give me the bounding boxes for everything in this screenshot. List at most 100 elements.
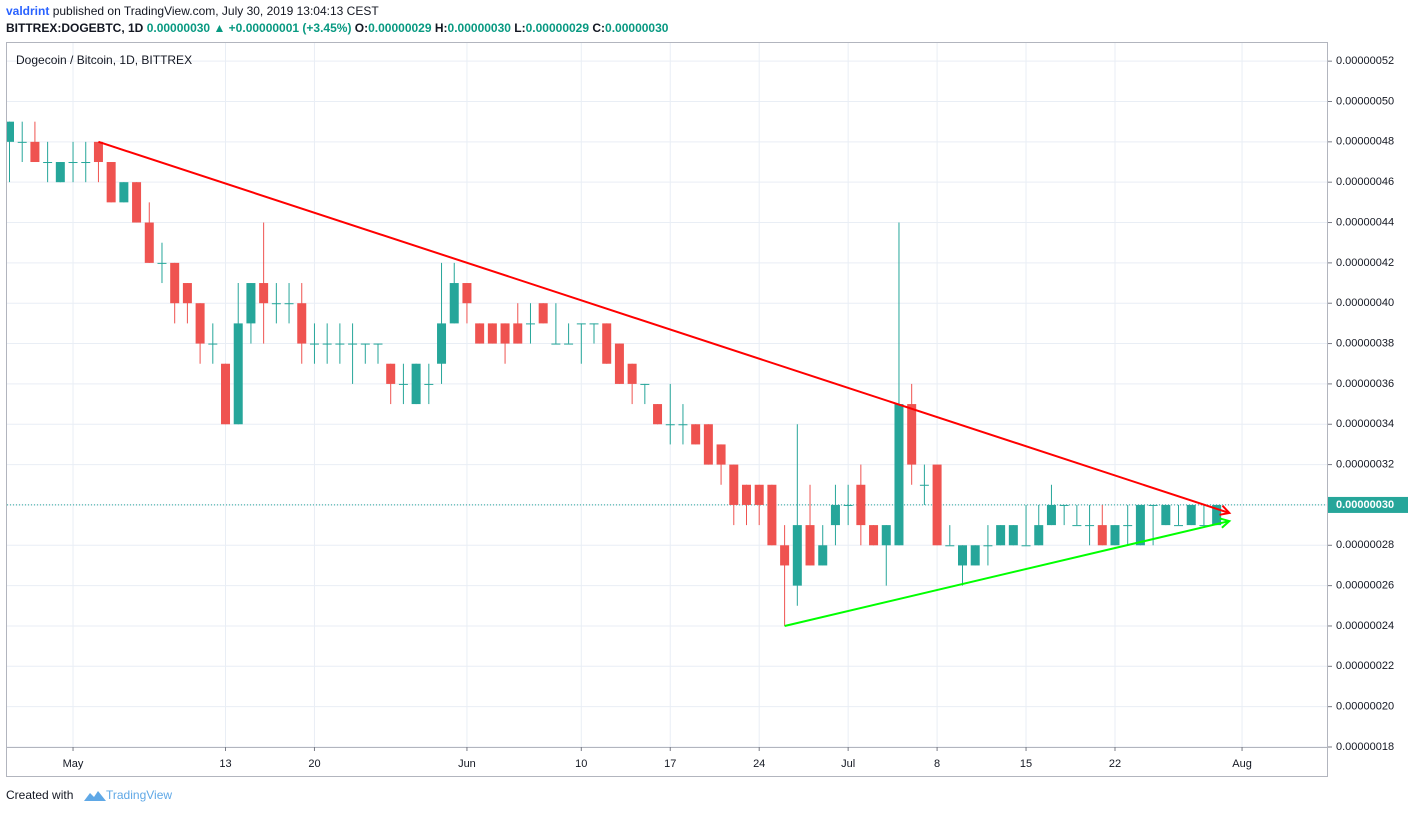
candle-body xyxy=(767,484,777,546)
y-tick-label: 0.00000038 xyxy=(1336,337,1394,349)
candle-body xyxy=(1135,504,1145,546)
candle-body xyxy=(462,283,472,304)
candle-body xyxy=(170,262,180,304)
symbol-line: BITTREX:DOGEBTC, 1D 0.00000030 ▲ +0.0000… xyxy=(6,21,669,35)
candle-body xyxy=(30,141,40,163)
symbol: BITTREX:DOGEBTC, 1D xyxy=(6,21,144,35)
ohlc-key: L: xyxy=(514,21,525,35)
candle-body xyxy=(17,141,27,143)
logo xyxy=(84,791,106,801)
candle-body xyxy=(55,162,65,183)
trendline-arrow xyxy=(1219,517,1232,529)
candle-body xyxy=(716,444,726,465)
candle-body xyxy=(564,343,574,345)
candle-body xyxy=(182,283,192,304)
candle-body xyxy=(93,141,103,163)
candle-body xyxy=(958,545,968,566)
y-tick-label: 0.00000032 xyxy=(1336,458,1394,470)
x-tick-label: 13 xyxy=(219,758,231,770)
candle-body xyxy=(1034,525,1044,546)
y-tick-label: 0.00000022 xyxy=(1336,660,1394,672)
y-tick-label: 0.00000028 xyxy=(1336,539,1394,551)
y-tick-label: 0.00000046 xyxy=(1336,176,1394,188)
x-tick-label: Jul xyxy=(841,758,855,770)
candle-body xyxy=(1072,525,1082,527)
candle-body xyxy=(741,484,751,505)
chart-title: Dogecoin / Bitcoin, 1D, BITTREX xyxy=(16,53,192,67)
candle-body xyxy=(754,484,764,505)
candle-body xyxy=(653,404,663,425)
x-tick-label: 10 xyxy=(575,758,587,770)
candle-body xyxy=(1046,504,1056,526)
x-tick-label: 22 xyxy=(1109,758,1121,770)
candle-body xyxy=(233,323,243,425)
candle-body xyxy=(487,323,497,344)
candle-body xyxy=(221,363,231,425)
candle-body xyxy=(792,525,802,586)
y-tick-label: 0.00000020 xyxy=(1336,701,1394,713)
plot xyxy=(7,121,1327,627)
axes: 0.00000018 0.00000020 0.00000022 0.00000024… xyxy=(63,55,1408,770)
candle-body xyxy=(665,424,675,426)
candle-body xyxy=(437,323,447,364)
candle-body xyxy=(1008,525,1018,546)
candle-body xyxy=(322,343,332,345)
candle-body xyxy=(297,303,307,344)
candle-body xyxy=(970,545,980,566)
y-tick-label: 0.00000026 xyxy=(1336,580,1394,592)
y-tick-label: 0.00000052 xyxy=(1336,55,1394,67)
candle-body xyxy=(132,182,142,223)
candle-body xyxy=(602,323,612,364)
trendline-arrow xyxy=(1219,505,1232,516)
candle-body xyxy=(1085,525,1095,527)
candle-body xyxy=(398,383,408,385)
grid xyxy=(7,43,1327,747)
candle-body xyxy=(208,343,218,345)
candle-body xyxy=(919,484,929,486)
candle-body xyxy=(614,343,624,384)
last-price-label: 0.00000030 xyxy=(1336,499,1394,511)
ohlc-value: 0.00000030 xyxy=(605,21,669,35)
x-tick-label: 15 xyxy=(1020,758,1032,770)
candle-body xyxy=(996,525,1006,546)
candle-body xyxy=(525,323,535,325)
candle-body xyxy=(386,363,396,384)
candle-body xyxy=(246,283,256,324)
author[interactable]: valdrint xyxy=(6,4,49,18)
ohlc-value: 0.00000029 xyxy=(526,21,590,35)
x-tick-label: May xyxy=(63,758,84,770)
y-tick-label: 0.00000042 xyxy=(1336,257,1394,269)
candle-body xyxy=(68,162,78,164)
candle-body xyxy=(475,323,485,344)
last-price-box xyxy=(1328,496,1408,513)
candle-body xyxy=(843,504,853,506)
ohlc-value: 0.00000030 xyxy=(448,21,512,35)
candle-body xyxy=(259,283,269,304)
candle-body xyxy=(869,525,879,546)
candle-body xyxy=(144,222,154,263)
candle-body xyxy=(1097,525,1107,546)
candle-body xyxy=(589,323,599,325)
y-tick-label: 0.00000018 xyxy=(1336,741,1394,753)
candle-body xyxy=(335,343,345,345)
candle-body xyxy=(195,303,205,344)
y-tick-label: 0.00000048 xyxy=(1336,136,1394,148)
candle-body xyxy=(500,323,510,344)
footer: Created with TradingView xyxy=(6,788,172,802)
footer-brand[interactable]: TradingView xyxy=(106,788,172,802)
candle-body xyxy=(729,464,739,505)
candle-body xyxy=(81,162,91,164)
candle-body xyxy=(157,262,167,264)
candle-body xyxy=(1174,525,1184,527)
x-tick-label: 20 xyxy=(308,758,320,770)
candle-body xyxy=(1021,545,1031,547)
candle-body xyxy=(538,303,548,324)
candle-body xyxy=(348,343,358,345)
header-line: valdrint published on TradingView.com, J… xyxy=(6,4,379,18)
candle-body xyxy=(983,545,993,547)
candle-body xyxy=(1212,504,1222,526)
candle-body xyxy=(119,182,129,203)
candle-body xyxy=(881,525,891,546)
candle-body xyxy=(640,383,650,385)
